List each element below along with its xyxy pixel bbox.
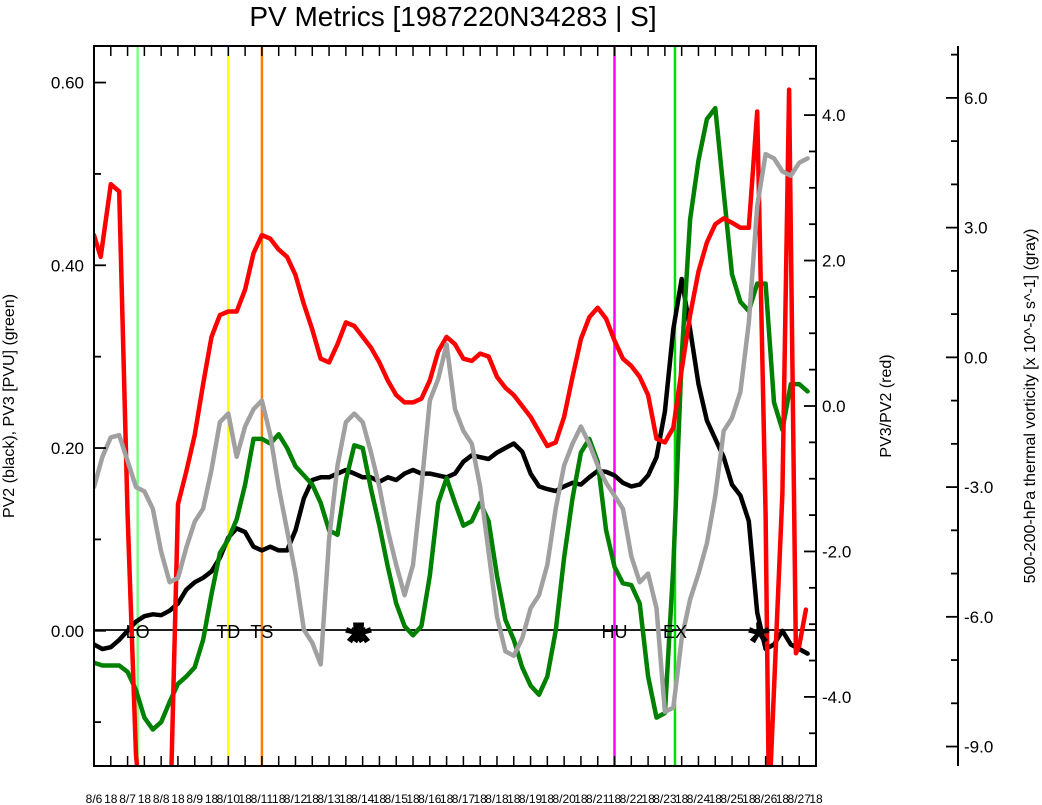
x-tick-label: 18 — [709, 792, 723, 805]
stage-label-ts: TS — [250, 622, 273, 642]
x-tick-label: 8/25 — [720, 792, 744, 805]
x-tick-label: 8/7 — [119, 792, 136, 805]
left-axis-title: PV2 (black), PV3 [PVU] (green) — [1, 294, 18, 518]
x-tick-label: 8/10 — [217, 792, 241, 805]
x-tick-label: 8/9 — [186, 792, 203, 805]
x-tick-label: 18 — [474, 792, 488, 805]
x-tick-label: 18 — [339, 792, 353, 805]
stage-label-ex: EX — [663, 622, 687, 642]
x-tick-label: 8/16 — [418, 792, 442, 805]
x-tick-label: 8/21 — [586, 792, 610, 805]
track-marker-0: * — [345, 610, 367, 673]
right2-tick-label: -3.0 — [964, 478, 993, 497]
series-line-3 — [94, 151, 810, 715]
x-tick-label: 18 — [171, 792, 185, 805]
left-tick-label: 0.40 — [51, 256, 84, 275]
x-axis: 8/6 18 8/7 18 8/8 18 8/9 188/10188/11188/12188/… — [86, 46, 823, 805]
x-tick-label: 8/11 — [251, 792, 274, 805]
right1-tick-label: 2.0 — [822, 252, 846, 271]
stage-label-hu: HU — [602, 622, 628, 642]
right-axis-title-vorticity: 500-200-hPa thermal vorticity [x 10^-5 s… — [1022, 229, 1039, 584]
track-marker-2: * — [748, 610, 770, 673]
left-tick-label: 0.20 — [51, 439, 84, 458]
series-line-2 — [94, 87, 809, 766]
x-tick-label: 8/12 — [284, 792, 308, 805]
x-tick-label: 8/19 — [519, 792, 543, 805]
right1-tick-label: -2.0 — [822, 542, 851, 561]
right1-tick-label: -4.0 — [822, 688, 851, 707]
right2-tick-label: 6.0 — [964, 89, 988, 108]
x-tick-label: 18 — [205, 792, 219, 805]
x-tick-label: 8/15 — [385, 792, 409, 805]
x-tick-label: 18 — [608, 792, 622, 805]
series-line-1 — [94, 105, 810, 732]
x-tick-label: 18 — [373, 792, 387, 805]
x-tick-label: 8/18 — [485, 792, 509, 805]
chart-title: PV Metrics [1987220N34283 | S] — [249, 1, 656, 32]
x-tick-label: 18 — [675, 792, 689, 805]
x-tick-label: 18 — [574, 792, 588, 805]
x-tick-label: 18 — [238, 792, 252, 805]
stage-label-layer: LO TD TS HU EX — [126, 622, 687, 642]
marker-layer: ** * — [345, 610, 770, 673]
series-layer — [94, 87, 810, 766]
x-tick-label: 18 — [641, 792, 655, 805]
x-tick-label: 8/27 — [788, 792, 812, 805]
right2-tick-label: -6.0 — [964, 608, 993, 627]
x-tick-label: 18 — [507, 792, 521, 805]
x-tick-label: 18 — [406, 792, 420, 805]
x-tick-label: 18 — [809, 792, 823, 805]
x-tick-label: 18 — [306, 792, 320, 805]
x-tick-label: 8/26 — [754, 792, 778, 805]
x-tick-label: 8/8 — [153, 792, 170, 805]
x-tick-label: 18 — [742, 792, 756, 805]
x-tick-label: 8/20 — [552, 792, 576, 805]
stage-label-lo: LO — [126, 622, 150, 642]
x-tick-label: 8/6 — [86, 792, 103, 805]
right2-tick-label: -9.0 — [964, 738, 993, 757]
left-tick-label: 0.00 — [51, 622, 84, 641]
x-tick-label: 8/17 — [452, 792, 476, 805]
right1-tick-label: 4.0 — [822, 106, 846, 125]
right2-tick-label: 3.0 — [964, 219, 988, 238]
x-tick-label: 8/24 — [687, 792, 711, 805]
x-tick-label: 18 — [138, 792, 152, 805]
x-tick-label: 8/14 — [351, 792, 375, 805]
x-tick-label: 18 — [776, 792, 790, 805]
x-tick-label: 18 — [541, 792, 555, 805]
x-tick-label: 18 — [440, 792, 454, 805]
right-axis-title-ratio: PV3/PV2 (red) — [878, 354, 895, 457]
right2-tick-label: 0.0 — [964, 348, 988, 367]
x-tick-label: 18 — [272, 792, 286, 805]
right1-tick-label: 0.0 — [822, 397, 846, 416]
x-tick-label: 18 — [104, 792, 118, 805]
right-y-axis-vorticity: 6.0 3.0 0.0 -3.0 -6.0 -9.0 — [946, 53, 993, 757]
x-tick-label: 8/22 — [620, 792, 644, 805]
x-tick-label: 8/13 — [317, 792, 341, 805]
x-tick-label: 8/23 — [653, 792, 677, 805]
right-y-axis-ratio: 4.0 2.0 0.0 -2.0 -4.0 — [804, 77, 851, 735]
track-marker-1: * — [350, 610, 372, 673]
left-y-axis: 0.60 0.40 0.20 0.00 — [51, 74, 106, 724]
left-tick-label: 0.60 — [51, 74, 84, 93]
stage-label-td: TD — [216, 622, 240, 642]
